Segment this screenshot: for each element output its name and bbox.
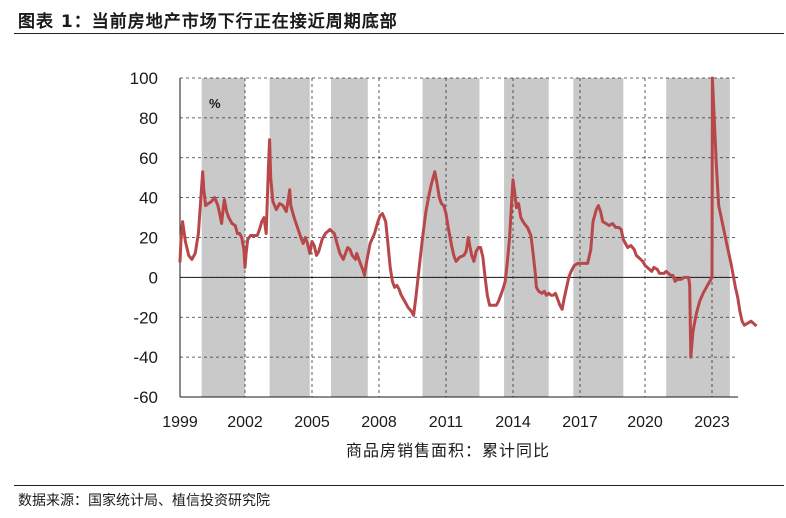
source-rule [14,485,784,486]
figure-title: 图表 1：当前房地产市场下行正在接近周期底部 [18,12,398,32]
x-tick-label: 2005 [294,414,330,431]
y-tick-label: -20 [133,308,158,327]
x-tick-label: 2020 [627,414,663,431]
x-tick-label: 2014 [495,414,531,431]
y-tick-label: -60 [133,388,158,407]
y-tick-label: 40 [139,189,158,208]
source-note: 数据来源：国家统计局、植信投资研究院 [18,493,270,509]
y-tick-label: 100 [130,69,158,88]
x-tick-label: 1999 [162,414,198,431]
x-tick-label: 2017 [562,414,598,431]
x-tick-label: 2008 [361,414,397,431]
y-tick-label: 60 [139,149,158,168]
y-unit-label: % [209,96,221,111]
y-tick-label: -40 [133,348,158,367]
y-tick-label: 0 [149,268,158,287]
title-rule [14,33,784,34]
x-tick-label: 2002 [227,414,263,431]
y-tick-label: 20 [139,229,158,248]
y-tick-label: 80 [139,109,158,128]
series-line-0 [178,76,758,359]
x-axis-title: 商品房销售面积：累计同比 [346,442,550,460]
shaded-period-5 [573,78,624,397]
x-tick-label: 2011 [429,414,464,431]
x-tick-label: 2023 [694,414,730,431]
